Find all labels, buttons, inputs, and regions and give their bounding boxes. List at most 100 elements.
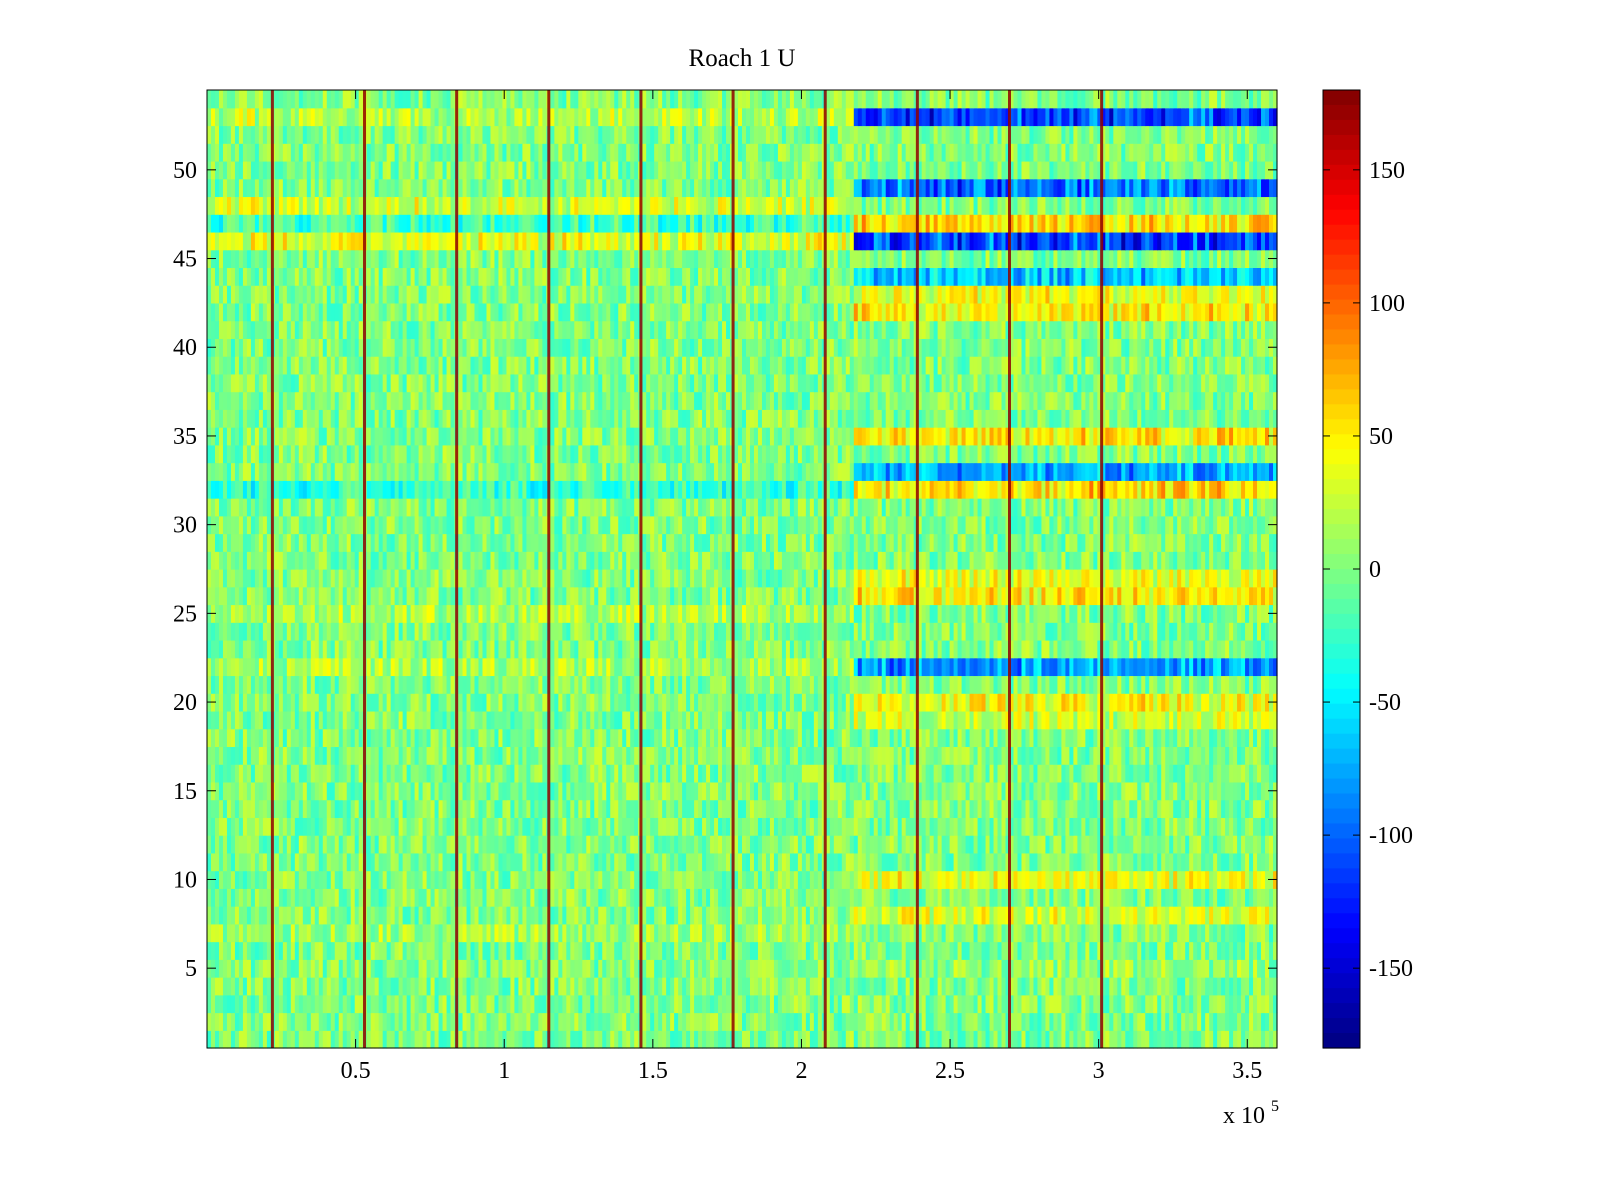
heatmap-cell (777, 764, 783, 783)
heatmap-cell (606, 888, 611, 907)
heatmap-cell (502, 817, 508, 836)
heatmap-cell (290, 923, 296, 943)
heatmap-cell (598, 941, 603, 960)
heatmap-cell (654, 1030, 659, 1049)
heatmap-cell (494, 835, 500, 854)
heatmap-cell (785, 888, 791, 907)
heatmap-cell (422, 764, 428, 783)
heatmap-cell (1257, 746, 1262, 765)
heatmap-cell (510, 728, 516, 748)
heatmap-cell (1085, 764, 1090, 783)
heatmap-cell (382, 1012, 388, 1031)
heatmap-cell (478, 781, 484, 801)
heatmap-cell (1125, 799, 1130, 818)
heatmap-cell (218, 728, 224, 748)
heatmap-cell (506, 817, 512, 836)
heatmap-cell (318, 781, 324, 801)
heatmap-cell (630, 1030, 635, 1049)
heatmap-cell (1025, 764, 1031, 783)
heatmap-cell (797, 994, 803, 1014)
heatmap-cell (714, 977, 719, 996)
heatmap-cell (738, 941, 743, 960)
heatmap-cell (837, 728, 843, 748)
heatmap-cell (262, 870, 268, 889)
heatmap-cell (650, 799, 655, 818)
heatmap-cell (602, 994, 607, 1014)
heatmap-cell (618, 728, 623, 748)
heatmap-cell (738, 799, 743, 818)
heatmap-cell (1265, 781, 1270, 801)
heatmap-cell (1181, 1030, 1186, 1049)
heatmap-cell (314, 1012, 320, 1031)
heatmap-cell (1265, 977, 1270, 996)
heatmap-cell (881, 941, 887, 960)
heatmap-cell (1173, 994, 1178, 1014)
heatmap-cell (386, 799, 392, 818)
heatmap-cell (885, 977, 891, 996)
heatmap-cell (1001, 888, 1007, 907)
heatmap-cell (1213, 941, 1218, 960)
heatmap-cell (1201, 728, 1206, 748)
heatmap-cell (430, 817, 436, 836)
heatmap-cell (757, 764, 763, 783)
heatmap-cell (1221, 852, 1226, 872)
heatmap-cell (742, 959, 747, 978)
heatmap-cell (965, 977, 971, 996)
heatmap-cell (218, 746, 224, 765)
heatmap-cell (1249, 764, 1254, 783)
heatmap-cell (1137, 764, 1142, 783)
heatmap-cell (769, 1030, 775, 1049)
heatmap-cell (522, 764, 527, 783)
heatmap-cell (678, 746, 683, 765)
heatmap-cell (514, 728, 520, 748)
heatmap-cell (1145, 799, 1150, 818)
heatmap-cell (1185, 799, 1190, 818)
heatmap-cell (426, 746, 432, 765)
heatmap-cell (813, 746, 819, 765)
heatmap-cell (538, 923, 543, 943)
heatmap-cell (710, 728, 715, 748)
heatmap-cell (350, 959, 356, 978)
heatmap-cell (1181, 835, 1186, 854)
heatmap-cell (1057, 781, 1062, 801)
heatmap-cell (1237, 923, 1242, 943)
heatmap-cell (853, 994, 859, 1014)
heatmap-cell (474, 746, 480, 765)
heatmap-cell (210, 799, 216, 818)
heatmap-cell (1197, 835, 1202, 854)
heatmap-cell (1021, 799, 1027, 818)
heatmap-cell (514, 888, 520, 907)
heatmap-cell (610, 1012, 615, 1031)
heatmap-cell (374, 728, 380, 748)
heatmap-cell (310, 835, 316, 854)
heatmap-cell (1221, 1030, 1226, 1049)
heatmap-cell (398, 1030, 404, 1049)
heatmap-cell (282, 835, 288, 854)
heatmap-cell (881, 870, 887, 889)
heatmap-cell (238, 1030, 244, 1049)
heatmap-cell (933, 764, 939, 783)
heatmap-cell (1129, 994, 1134, 1014)
heatmap-cell (322, 870, 328, 889)
heatmap-cell (865, 852, 871, 872)
heatmap-cell (1221, 728, 1226, 748)
heatmap-cell (718, 710, 723, 730)
heatmap-cell (925, 817, 931, 836)
heatmap-cell (949, 852, 955, 872)
heatmap-cell (238, 764, 244, 783)
heatmap-cell (813, 923, 819, 943)
heatmap-cell (650, 977, 655, 996)
heatmap-cell (937, 941, 943, 960)
heatmap-cell (450, 906, 456, 925)
heatmap-cell (666, 799, 671, 818)
heatmap-cell (897, 1012, 903, 1031)
heatmap-cell (334, 923, 340, 943)
heatmap-cell (1209, 888, 1214, 907)
heatmap-cell (718, 906, 723, 925)
heatmap-cell (458, 817, 464, 836)
heatmap-cell (618, 799, 623, 818)
heatmap-cell (1209, 764, 1214, 783)
heatmap-cell (338, 835, 344, 854)
heatmap-cell (590, 977, 595, 996)
heatmap-cell (654, 994, 659, 1014)
